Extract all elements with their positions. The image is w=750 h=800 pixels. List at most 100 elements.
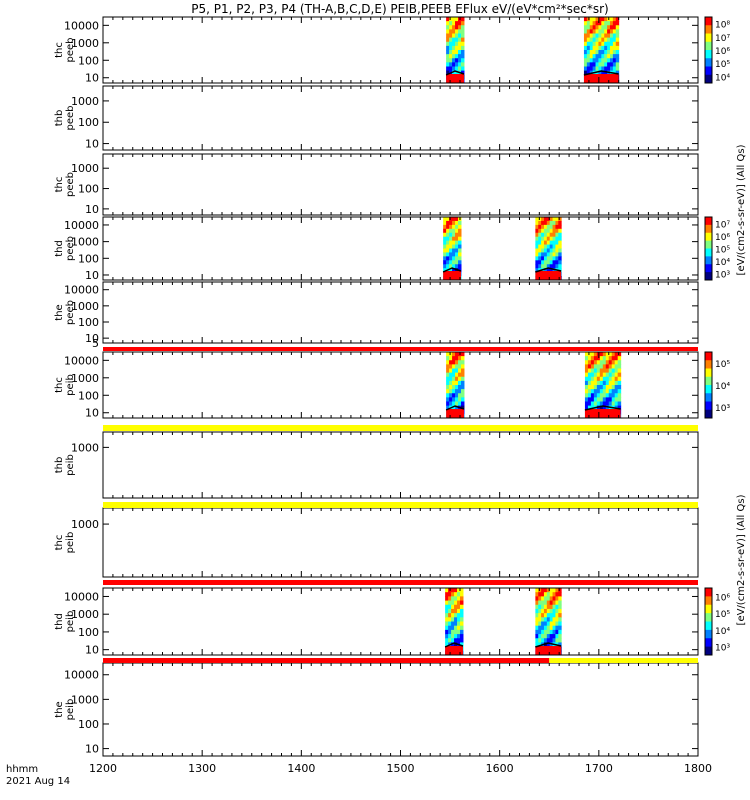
spectrogram-block [584, 352, 622, 419]
spectrogram-cell [558, 240, 562, 246]
spectrogram-cell [608, 360, 613, 365]
spectrogram-cell [586, 70, 591, 76]
spectrogram-cell [446, 62, 450, 67]
spectrogram-cell [558, 625, 562, 631]
spectrogram-cell [543, 600, 548, 606]
panel-label-line: thb [54, 457, 65, 474]
spectrogram-cell [587, 356, 592, 361]
spectrogram-cell [546, 217, 551, 222]
spectrogram-block [442, 217, 462, 281]
colorbar-cell [705, 618, 712, 621]
spectrogram-cell [448, 625, 452, 631]
spectrogram-cell [552, 613, 556, 618]
colorbar-cell [705, 361, 712, 365]
spectrogram-cell [617, 376, 622, 382]
spectrogram-cell [443, 264, 447, 269]
spectrogram-cell [583, 58, 588, 63]
spectrogram-cell [452, 244, 456, 249]
colorbar-cell [705, 353, 712, 356]
spectrogram-cell [455, 405, 459, 411]
spectrogram-cell [608, 372, 613, 378]
spectrogram-cell [552, 260, 556, 265]
spectrogram-cell [558, 617, 562, 622]
spectrogram-cell [601, 54, 605, 59]
spectrogram-cell [449, 248, 453, 253]
spectrogram-cell [590, 376, 595, 382]
spectrogram-cell [614, 352, 619, 357]
spectrogram-cell [612, 45, 617, 51]
spectrogram-cell [599, 360, 604, 365]
spectrogram-cell [538, 592, 542, 597]
spectrogram-cell [598, 66, 602, 72]
spectrogram-cell [558, 629, 562, 635]
spectrogram-cell [599, 393, 604, 398]
colorbar-cell [705, 275, 712, 278]
colorbar-cell [705, 248, 712, 251]
colorbar-cell [705, 626, 712, 629]
spectrogram-cell [458, 58, 462, 63]
spectrogram-cell [452, 236, 456, 242]
low-energy-band [535, 271, 562, 280]
colorbar-cell [705, 218, 712, 221]
spectrogram-cell [445, 588, 449, 593]
spectrogram-cell [455, 33, 459, 39]
spectrogram-cell [558, 252, 562, 257]
spectrogram-cell [457, 600, 461, 606]
spectrogram-cell [451, 634, 455, 639]
colorbar-cell [705, 243, 712, 246]
colorbar-cell [705, 406, 712, 409]
colorbar-cell [705, 253, 712, 256]
spectrogram-cell [458, 264, 462, 269]
spectrogram-cell [586, 45, 591, 51]
spectrogram-cell [449, 21, 453, 26]
spectrogram-cell [454, 613, 458, 618]
spectrogram-cell [552, 252, 556, 257]
spectrogram-cell [538, 240, 542, 246]
spectrogram-cell [552, 248, 556, 253]
spectrogram-cell [596, 393, 601, 398]
spectrogram-cell [457, 617, 461, 622]
colorbar-cell [705, 631, 712, 634]
spectrogram-cell [601, 17, 605, 22]
spacecraft-potential-line [442, 267, 462, 273]
spectrogram-cell [546, 596, 551, 602]
spectrogram-cell [452, 29, 456, 34]
spectrogram-cell [596, 376, 601, 382]
spectrogram-cell [549, 228, 554, 234]
spectrogram-cell [451, 625, 455, 631]
colorbar-tick-label: 10⁵ [715, 246, 730, 256]
spectrogram-cell [460, 17, 465, 22]
spectrogram-cell [460, 380, 465, 386]
colorbar-cell [705, 268, 712, 272]
spectrogram-cell [457, 604, 461, 610]
colorbar-cell [705, 273, 712, 276]
spectrogram-cell [592, 25, 597, 30]
spectrogram-cell [546, 621, 551, 627]
spectrogram-cell [593, 372, 598, 378]
spectrogram-cell [546, 588, 551, 593]
spectrogram-cell [448, 596, 452, 602]
spectrogram-cell [604, 25, 608, 30]
spectrogram-cell [460, 385, 465, 390]
colorbar-cell [705, 653, 712, 656]
spectrogram-cell [590, 385, 595, 390]
y-tick-label: 10 [85, 332, 99, 345]
spectrogram-cell [446, 368, 450, 374]
spectrogram-cell [445, 625, 449, 631]
spectrogram-cell [546, 608, 551, 614]
colorbar-tick-label: 10⁴ [715, 382, 730, 392]
spectrogram-cell [549, 592, 554, 597]
spectrogram-cell [609, 50, 614, 55]
spectrogram-cell [611, 393, 616, 398]
colorbar-cell [705, 224, 712, 227]
spectrogram-cell [558, 634, 562, 639]
spectrogram-cell [596, 360, 601, 365]
spectrogram-cell [615, 25, 620, 30]
spectrogram-cell [458, 376, 462, 382]
y-tick-label: 1000 [71, 95, 99, 108]
spectrogram-cell [535, 256, 539, 261]
colorbar-cell [705, 593, 712, 596]
spectrogram-cell [460, 642, 464, 648]
spectrogram-cell [555, 625, 559, 631]
spectrogram-cell [460, 29, 465, 34]
